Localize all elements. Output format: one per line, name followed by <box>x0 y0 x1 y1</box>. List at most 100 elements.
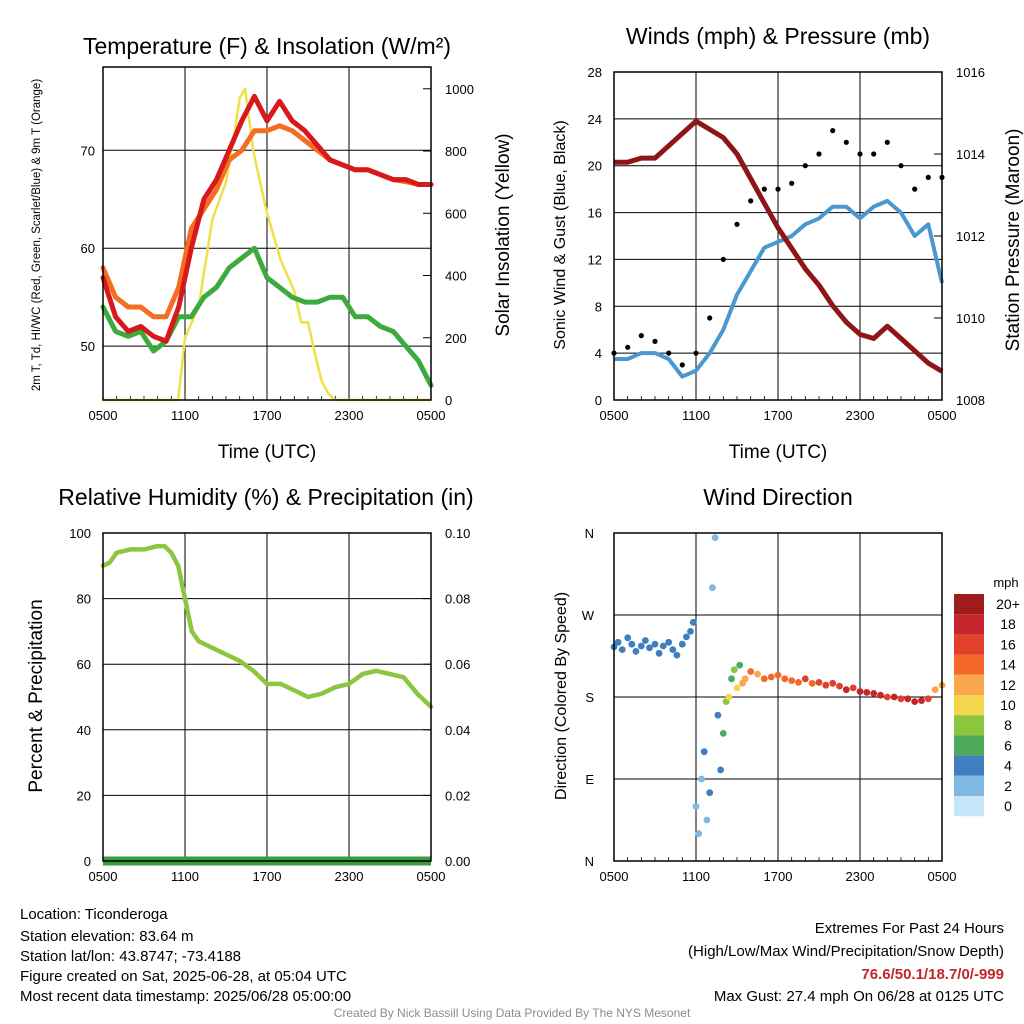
temp-ytick-right-label: 0 <box>445 393 452 408</box>
temp-ytick-right-label: 400 <box>445 269 467 284</box>
dir-point <box>877 691 884 699</box>
dir-point <box>646 644 653 652</box>
wind-gust-point <box>720 256 726 262</box>
rh-xtick-label: 0500 <box>89 869 118 884</box>
extremes-title: Extremes For Past 24 Hours <box>814 920 1004 937</box>
dir-point <box>673 651 681 659</box>
dir-point <box>709 584 716 592</box>
temp-ytick-label: 70 <box>81 143 95 158</box>
wind-ylabel-left: Sonic Wind & Gust (Blue, Black) <box>552 120 569 349</box>
dir-legend-swatch <box>954 614 984 635</box>
dir-ylabel-left: Direction (Colored By Speed) <box>553 592 570 800</box>
dir-point <box>651 640 659 648</box>
dir-point <box>706 789 714 797</box>
dir-point <box>801 675 809 683</box>
temp-ytick-label: 50 <box>81 339 95 354</box>
temp-series-td <box>100 245 434 388</box>
wind-xtick-label: 2300 <box>846 408 875 423</box>
dir-plot-border <box>613 532 943 862</box>
dir-point <box>911 698 919 705</box>
wind-gust-point <box>871 151 877 157</box>
wind-series-pressure <box>614 118 944 374</box>
rh-ytick-right-label: 0.04 <box>445 723 470 738</box>
wind-gust-point <box>693 350 699 356</box>
dir-point <box>692 802 700 810</box>
dir-point <box>618 646 626 653</box>
dir-point <box>774 671 782 679</box>
dir-point <box>856 688 864 695</box>
dir-point <box>628 640 636 648</box>
dir-legend-label: 18 <box>1000 616 1016 632</box>
rh-ytick-label: 60 <box>77 657 91 672</box>
extremes-values: 76.6/50.1/18.7/0/-999 <box>861 966 1004 983</box>
dir-legend-swatch <box>954 796 984 817</box>
temp-xtick-label: 2300 <box>335 408 364 423</box>
wind-gust-point <box>734 221 740 227</box>
dir-point <box>637 642 645 650</box>
max-gust-text: Max Gust: 27.4 mph On 06/28 at 0125 UTC <box>713 988 1004 1005</box>
rh-ytick-label: 80 <box>77 592 91 607</box>
dir-point <box>669 646 677 653</box>
dir-point <box>665 638 673 646</box>
dir-point <box>822 681 830 689</box>
wind-ytick-label: 0 <box>595 393 602 408</box>
dir-point <box>689 618 697 626</box>
wind-xtick-label: 0500 <box>600 408 629 423</box>
dir-legend-swatch <box>954 674 984 695</box>
dir-legend-label: 8 <box>1004 717 1012 733</box>
dir-point <box>747 668 755 675</box>
dir-point <box>624 634 632 642</box>
dir-point <box>883 693 891 701</box>
wind-gust-point <box>775 186 781 192</box>
wind-gust-point <box>802 163 808 169</box>
dir-point <box>815 679 823 686</box>
rh-xtick-label: 0500 <box>417 869 446 884</box>
wind-gust-point <box>679 362 685 368</box>
dir-point <box>698 775 705 783</box>
wind-ytick-label: 28 <box>588 65 602 80</box>
wind-series-wind <box>614 198 944 379</box>
dir-point <box>788 677 796 684</box>
rh-ytick-right-label: 0.06 <box>445 657 470 672</box>
wind-gust-point <box>666 350 672 356</box>
dir-legend-label: 2 <box>1004 778 1012 794</box>
dir-point <box>767 673 775 681</box>
wind-gust-point <box>707 315 713 321</box>
temp-series-2m-t <box>100 93 434 344</box>
dir-legend-swatch <box>954 715 984 736</box>
dir-point <box>730 666 738 674</box>
temp-xtick-label: 1700 <box>253 408 282 423</box>
dir-legend-swatch <box>954 695 984 716</box>
wind-gust-point <box>830 128 836 134</box>
dir-xtick-label: 1700 <box>764 869 793 884</box>
dir-point <box>842 686 850 694</box>
wind-gust-point <box>789 180 795 186</box>
rh-ytick-label: 100 <box>69 526 91 541</box>
dir-ytick-label: W <box>582 608 595 623</box>
dir-point <box>849 684 857 692</box>
temp-ytick-right-label: 200 <box>445 331 467 346</box>
dir-point <box>714 711 722 719</box>
dir-point <box>678 640 686 648</box>
dir-legend-swatch <box>954 634 984 655</box>
dir-point <box>931 686 939 694</box>
dir-point <box>904 695 912 703</box>
credit-text: Created By Nick Bassill Using Data Provi… <box>333 1006 691 1020</box>
wind-xtick-label: 0500 <box>928 408 957 423</box>
wind-xtick-label: 1700 <box>764 408 793 423</box>
temp-xtick-label: 0500 <box>417 408 446 423</box>
dir-point <box>760 675 768 683</box>
dir-point <box>781 675 789 683</box>
dir-point <box>754 670 761 678</box>
wind-ytick-label: 12 <box>588 252 602 267</box>
wind-title: Winds (mph) & Pressure (mb) <box>626 23 930 49</box>
wind-ytick-right-label: 1010 <box>956 311 985 326</box>
dir-point <box>655 649 663 657</box>
temp-ytick-right-label: 600 <box>445 206 467 221</box>
latlon-text: Station lat/lon: 43.8747; -73.4188 <box>20 948 242 965</box>
dir-ytick-label: S <box>585 690 594 705</box>
wind-gust-point <box>898 163 904 169</box>
temp-ytick-right-label: 800 <box>445 144 467 159</box>
rh-title: Relative Humidity (%) & Precipitation (i… <box>58 484 473 510</box>
